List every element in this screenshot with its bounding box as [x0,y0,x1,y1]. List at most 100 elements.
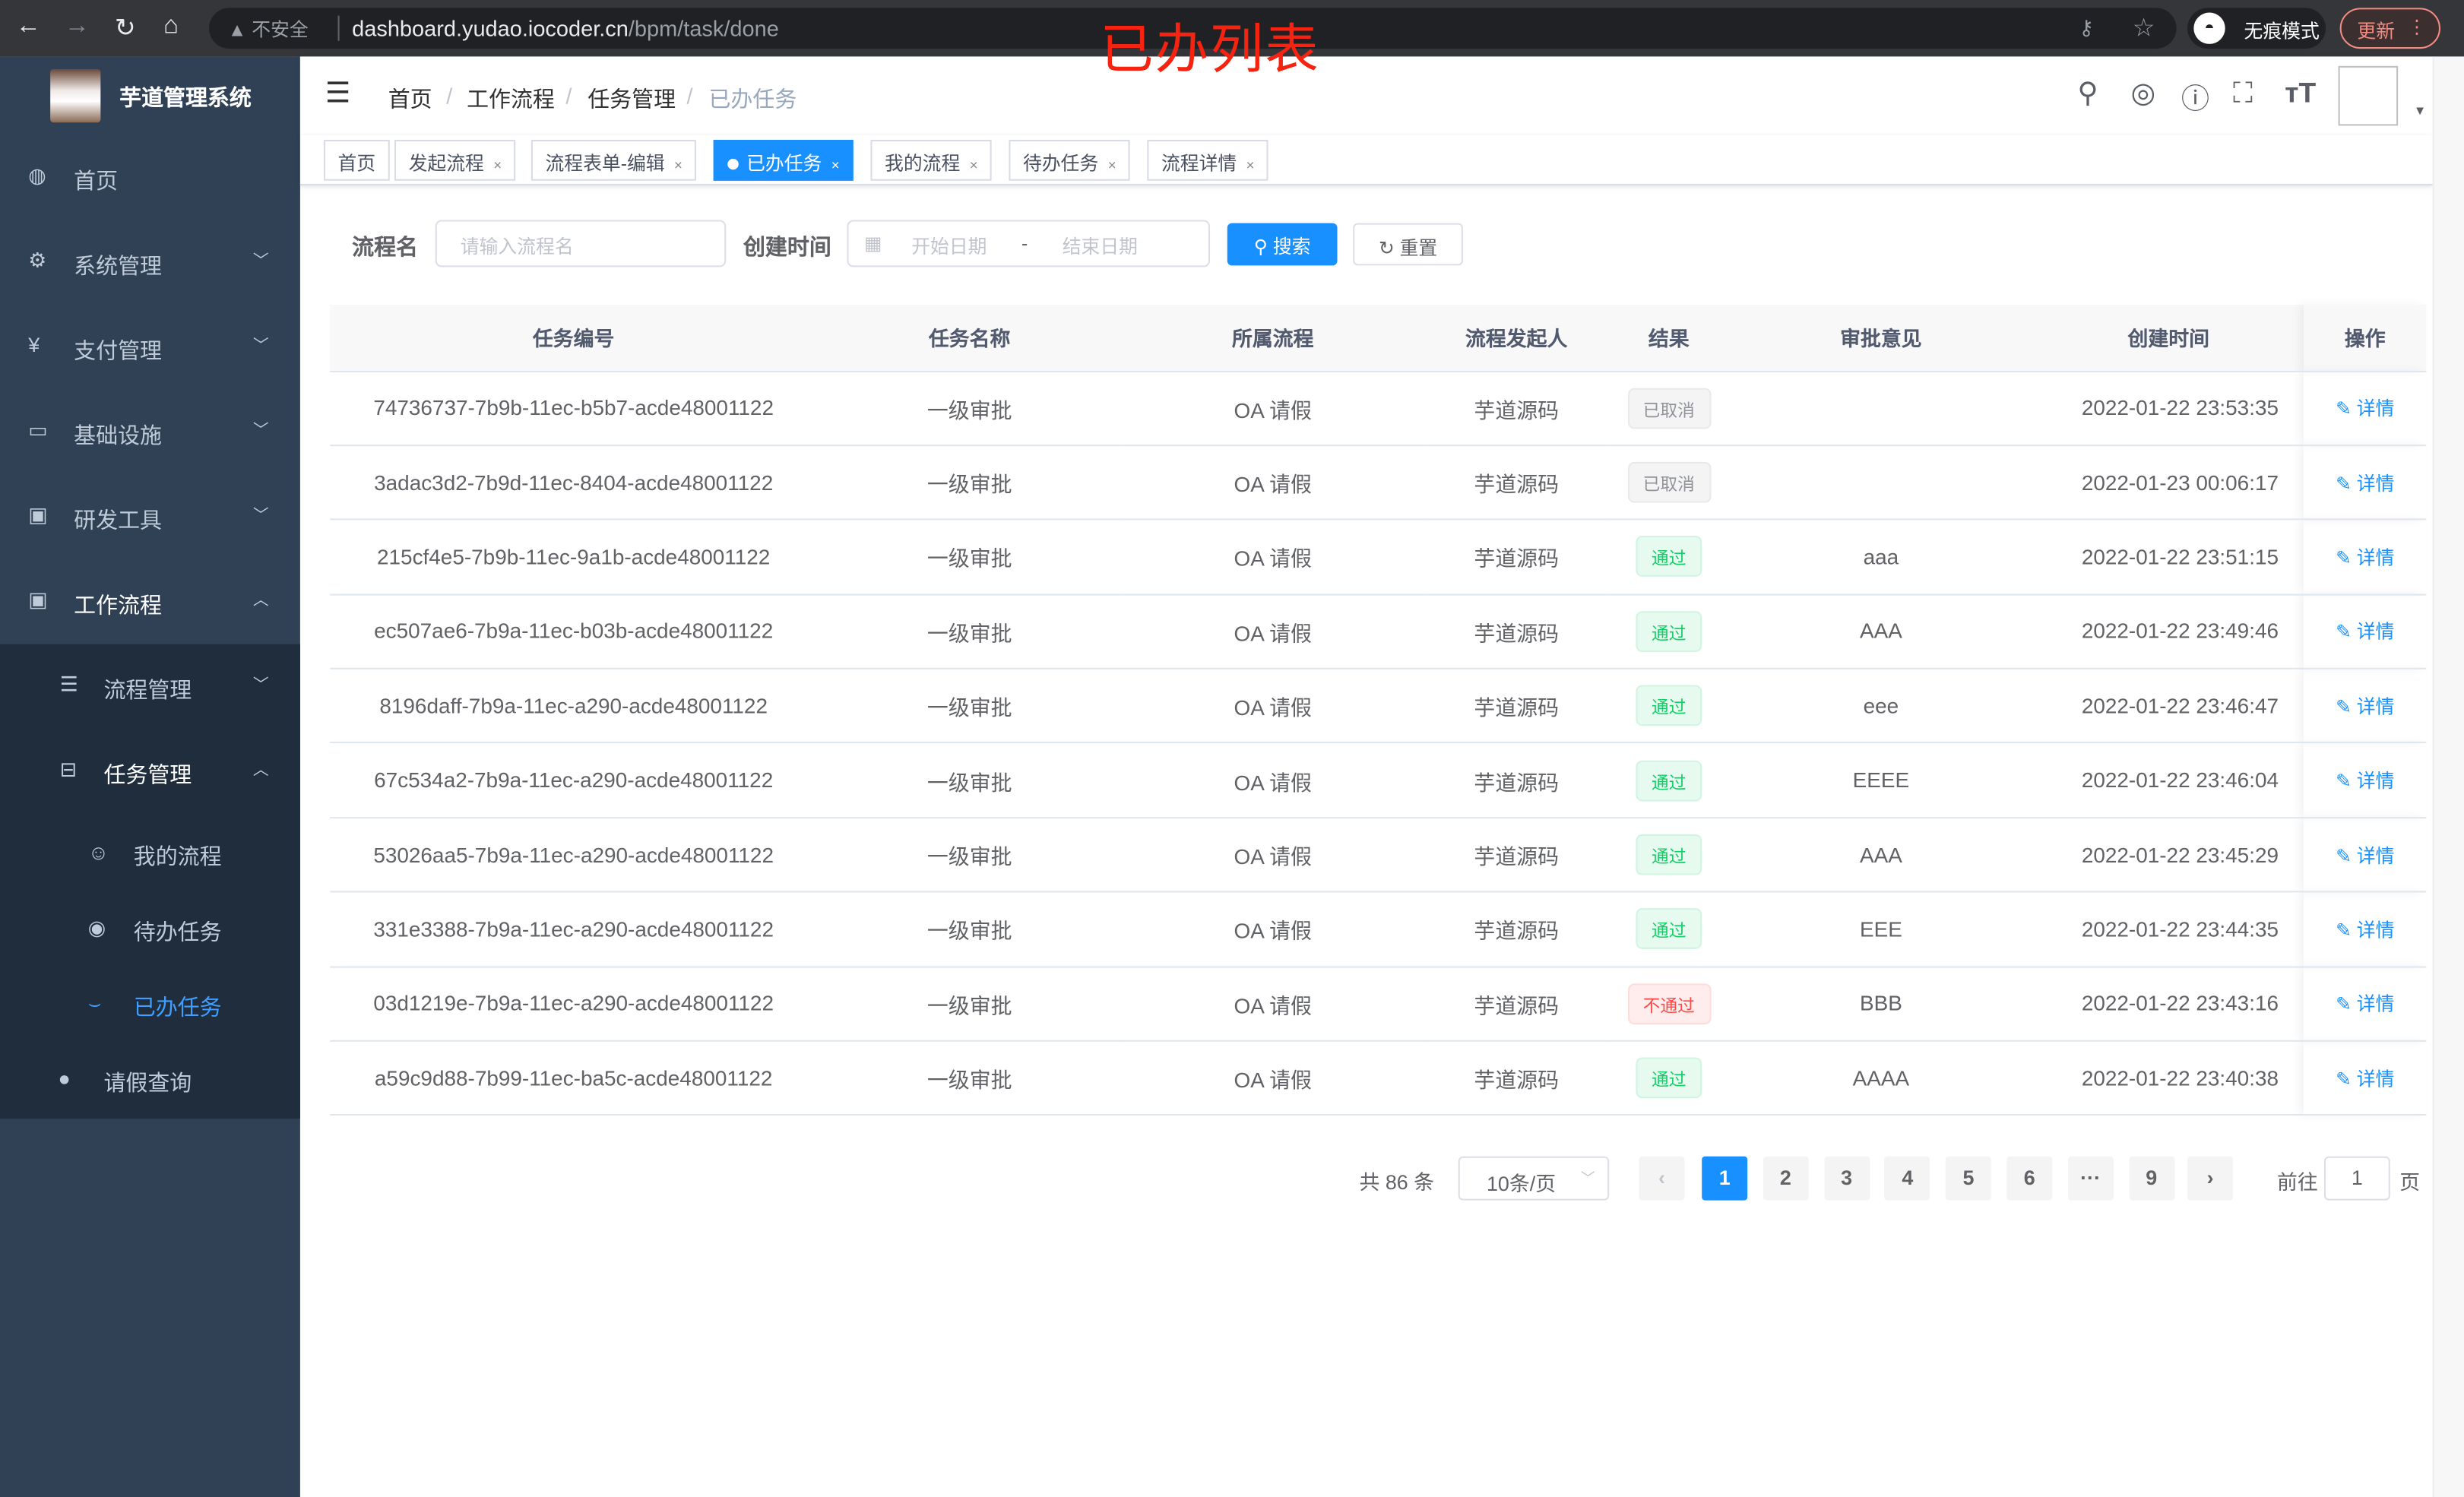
sidebar-item-task-manage[interactable]: ⊟ 任务管理 ︿ [0,729,300,814]
back-icon[interactable]: ← [15,12,41,40]
sidebar-item-done[interactable]: ⌣ 已办任务 [0,968,300,1043]
caret-down-icon[interactable]: ▼ [2413,103,2427,119]
incognito-indicator[interactable]: ◓ 无痕模式 [2187,8,2326,49]
detail-link[interactable]: ✎ 详情 [2336,1068,2394,1090]
tab-home[interactable]: 首页 [323,140,390,181]
tab-process-detail[interactable]: 流程详情 × [1147,140,1269,181]
cell-starter: 芋道源码 [1424,891,1610,967]
github-icon[interactable]: ◎ [2130,77,2156,109]
sidebar-item-label: 工作流程 [74,592,162,618]
detail-link[interactable]: ✎ 详情 [2336,472,2394,494]
goto-value: 1 [2351,1166,2363,1190]
page-size-select[interactable]: 10条/页 ﹀ [1458,1156,1610,1201]
search-icon[interactable]: ⚲ [2077,77,2098,109]
detail-link[interactable]: ✎ 详情 [2336,546,2394,568]
star-icon[interactable]: ☆ [2132,15,2155,43]
cell-comment: AAA [1728,593,2034,669]
close-icon[interactable]: × [493,157,502,173]
cell-time: 2022-01-22 23:40:38 [2033,1040,2304,1116]
page-button[interactable]: 2 [1762,1156,1809,1201]
search-button[interactable]: ⚲ 搜索 [1227,223,1338,266]
url-text[interactable]: dashboard.yudao.iocoder.cn/bpm/task/done [352,16,779,41]
forward-icon[interactable]: → [64,12,90,40]
sidebar-item-my-process[interactable]: ☺ 我的流程 [0,817,300,892]
next-page-button[interactable]: › [2187,1156,2234,1201]
breadcrumb-workflow[interactable]: 工作流程 [467,86,555,112]
close-icon[interactable]: × [1107,157,1116,173]
avatar[interactable] [2338,65,2399,126]
detail-link[interactable]: ✎ 详情 [2336,844,2394,866]
close-icon[interactable]: × [674,157,683,173]
fullscreen-icon[interactable]: ⛶ [2233,77,2253,109]
cell-process: OA 请假 [1122,668,1424,744]
detail-link[interactable]: ✎ 详情 [2336,397,2394,419]
sidebar-item-home[interactable]: ◍ 首页 [0,135,300,220]
detail-link[interactable]: ✎ 详情 [2336,919,2394,941]
process-name-input[interactable]: 请输入流程名 [435,220,727,267]
page-button[interactable]: 6 [2006,1156,2053,1201]
date-range-picker[interactable]: ▦ 开始日期 - 结束日期 [847,220,1211,267]
cell-comment: aaa [1728,519,2034,595]
sidebar-item-workflow[interactable]: ▣ 工作流程 ︿ [0,559,300,644]
cell-time: 2022-01-22 23:46:04 [2033,742,2304,818]
detail-link[interactable]: ✎ 详情 [2336,993,2394,1015]
app-title: 芋道管理系统 [119,84,252,110]
table-row: 215cf4e5-7b9b-11ec-9a1b-acde48001122 一级审批… [330,519,2427,595]
page-button[interactable]: 4 [1884,1156,1930,1201]
page-scrollbar[interactable] [2432,56,2464,1497]
security-warning[interactable]: ▲ 不安全 [227,18,309,41]
page-button[interactable]: 1 [1702,1156,1748,1201]
tab-todo[interactable]: 待办任务 × [1009,140,1131,181]
cell-process: OA 请假 [1122,593,1424,669]
detail-link[interactable]: ✎ 详情 [2336,621,2394,643]
end-date-input[interactable]: 结束日期 [1062,236,1138,258]
hamburger-icon[interactable]: ☰ [325,77,351,109]
edit-icon: ✎ [2336,919,2357,942]
page-button[interactable]: 3 [1823,1156,1870,1201]
help-icon[interactable]: ⓘ [2181,83,2210,115]
font-size-icon[interactable]: ᴛT [2285,77,2317,109]
tab-my-process[interactable]: 我的流程 × [870,140,993,181]
table-row: 8196daff-7b9a-11ec-a290-acde48001122 一级审批… [330,668,2427,744]
address-bar[interactable]: ▲ 不安全 dashboard.yudao.iocoder.cn/bpm/tas… [208,8,2177,49]
page-button[interactable]: 5 [1946,1156,1992,1201]
reload-icon[interactable]: ↻ [114,15,136,43]
tab-label: 发起流程 [408,152,484,175]
sidebar-item-system[interactable]: ⚙ 系统管理 ﹀ [0,220,300,305]
table-row: 3adac3d2-7b9d-11ec-8404-acde48001122 一级审批… [330,445,2427,521]
cell-starter: 芋道源码 [1424,966,1610,1042]
incognito-icon: ◓ [2193,12,2225,44]
chevron-down-icon: ﹀ [252,677,269,695]
detail-link[interactable]: ✎ 详情 [2336,770,2394,792]
cell-result: 通过 [1609,742,1729,818]
start-date-input[interactable]: 开始日期 [911,236,987,258]
sidebar-item-todo[interactable]: ◉ 待办任务 [0,892,300,967]
page-button[interactable]: 9 [2128,1156,2174,1201]
cell-action: ✎ 详情 [2304,817,2427,893]
cell-result: 通过 [1609,891,1729,967]
sidebar-item-leave[interactable]: ● 请假查询 [0,1043,300,1119]
sidebar-item-tool[interactable]: ▣ 研发工具 ﹀ [0,474,300,559]
sidebar-item-infra[interactable]: ▭ 基础设施 ﹀ [0,390,300,475]
update-button[interactable]: 更新 ⋮ [2339,8,2440,49]
sidebar-item-pay[interactable]: ¥ 支付管理 ﹀ [0,305,300,390]
cell-starter: 芋道源码 [1424,445,1610,521]
key-icon[interactable]: ⚷ [2079,15,2095,40]
chevron-down-icon: ﹀ [252,507,269,525]
close-icon[interactable]: × [1246,157,1255,173]
close-icon[interactable]: × [969,157,978,173]
close-icon[interactable]: × [831,157,840,173]
sidebar-item-process-manage[interactable]: ☰ 流程管理 ﹀ [0,644,300,730]
reset-button[interactable]: ↻ 重置 [1353,223,1463,266]
detail-link[interactable]: ✎ 详情 [2336,695,2394,717]
home-icon[interactable]: ⌂ [163,12,179,40]
more-pages-button[interactable]: ··· [2067,1156,2114,1201]
tab-done-task[interactable]: 已办任务 × [713,140,854,181]
goto-page-input[interactable]: 1 [2323,1156,2390,1201]
tab-form-edit[interactable]: 流程表单-编辑 × [530,140,697,181]
tab-start-process[interactable]: 发起流程 × [394,140,516,181]
refresh-icon: ↻ [1378,237,1400,260]
breadcrumb-task[interactable]: 任务管理 [587,86,676,112]
breadcrumb-home[interactable]: 首页 [388,86,432,112]
prev-page-button[interactable]: ‹ [1639,1156,1685,1201]
